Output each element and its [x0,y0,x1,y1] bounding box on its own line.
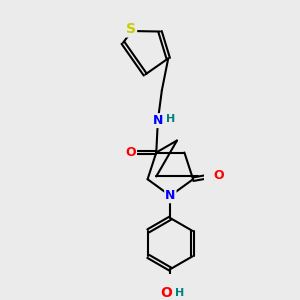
Text: O: O [160,286,172,300]
Text: O: O [213,169,224,182]
Text: H: H [166,114,175,124]
Text: N: N [153,114,163,127]
Text: N: N [165,189,175,202]
Text: O: O [125,146,136,159]
Text: S: S [126,22,136,36]
Text: H: H [175,288,184,298]
